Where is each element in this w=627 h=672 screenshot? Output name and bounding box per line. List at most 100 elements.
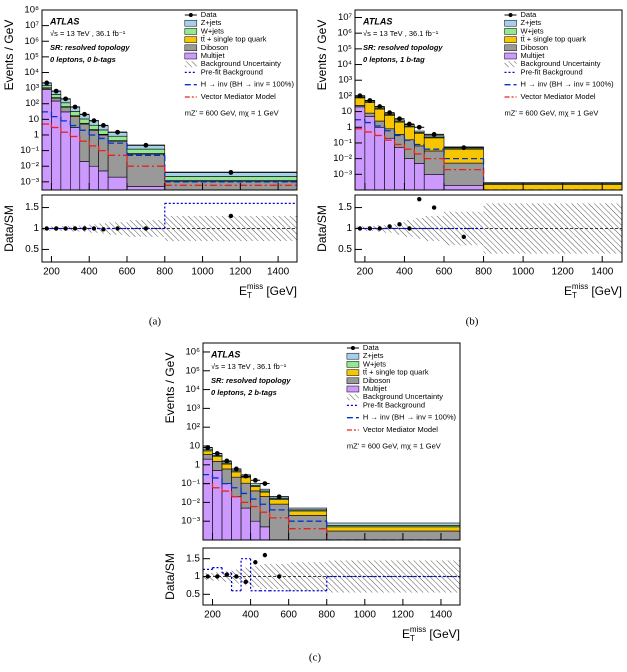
- x-tick-label: 800: [156, 267, 173, 278]
- stack-bar: [98, 134, 109, 172]
- legend-label: Multijet: [201, 51, 226, 60]
- y-tick-label: 10²: [338, 90, 352, 101]
- y-tick-label: 10⁵: [185, 365, 200, 376]
- legend-label: Vector Mediator Model: [363, 425, 438, 434]
- data-point: [63, 96, 69, 102]
- data-point: [461, 145, 467, 151]
- legend-label: W+jets: [521, 26, 544, 35]
- stack-bar: [364, 112, 376, 117]
- x-title-main: E: [239, 284, 247, 298]
- legend-swatch: [184, 36, 198, 43]
- stack-bar: [98, 170, 109, 190]
- legend-swatch: [504, 44, 517, 52]
- legend-swatch: [184, 52, 198, 60]
- caption: (b): [466, 316, 479, 328]
- stack-bar: [240, 507, 251, 540]
- data-point: [416, 124, 422, 130]
- y-tick-label: 10: [341, 106, 352, 117]
- y-tick-label: 1: [195, 459, 200, 470]
- x-title-sup: miss: [410, 625, 426, 634]
- y-axis-title: Events / GeV: [315, 20, 329, 91]
- ratio-point: [101, 227, 106, 232]
- stack-bar: [394, 147, 405, 190]
- y-tick-label: 10⁻²: [333, 153, 352, 164]
- stack-bar: [107, 140, 128, 178]
- ratio-point: [461, 234, 466, 240]
- stack-bar: [414, 145, 425, 164]
- x-title-unit: [GeV]: [429, 627, 460, 641]
- stack-bar: [423, 174, 445, 190]
- y-tick-label: 10⁴: [24, 67, 39, 78]
- x-title-sub: T: [410, 634, 415, 643]
- stack-bar: [250, 486, 261, 492]
- legend-swatch: [184, 61, 197, 68]
- legend-swatch: [346, 369, 360, 376]
- data-point: [387, 110, 393, 116]
- stack-bar: [221, 483, 232, 540]
- y-tick-label: 10⁵: [24, 51, 39, 62]
- caption: (a): [149, 316, 162, 328]
- y-tick-label: 10⁴: [185, 384, 200, 395]
- ratio-plot: [203, 552, 460, 593]
- main-plot: [355, 93, 622, 190]
- stack-bar: [51, 97, 62, 102]
- data-point: [115, 129, 120, 135]
- legend-swatch: [184, 19, 198, 27]
- legend-label: Diboson: [363, 376, 391, 385]
- legend-label: H → inv (BH → inv = 100%): [363, 413, 457, 422]
- stack-bar: [355, 97, 366, 106]
- frame: [202, 342, 461, 541]
- x-title-sup: miss: [247, 282, 263, 291]
- data-point: [431, 132, 437, 137]
- ratio-axis-title: Data/SM: [315, 205, 329, 252]
- legend-label: Diboson: [521, 43, 549, 52]
- data-point: [224, 458, 230, 464]
- annotation: SR: resolved topology: [50, 43, 130, 52]
- y-tick-label: 10⁷: [25, 20, 40, 31]
- y-tick-label: 10³: [338, 75, 352, 86]
- stack-bar: [374, 126, 385, 190]
- x-tick-label: 400: [396, 267, 413, 278]
- ratio-tick-label: 0.5: [186, 589, 200, 600]
- ratio-point: [234, 574, 239, 579]
- stack-bar: [79, 118, 90, 124]
- stack-bar: [231, 496, 242, 540]
- x-tick-label: 600: [280, 610, 297, 621]
- ratio-tick-label: 1.5: [186, 553, 200, 564]
- y-axis-title: Events / GeV: [163, 353, 177, 424]
- data-point: [377, 104, 383, 109]
- legend-label: Pre-fit Background: [521, 67, 583, 76]
- stack-bar: [259, 491, 270, 497]
- x-tick-label: 1200: [392, 610, 415, 621]
- x-axis-title: ETmiss [GeV]: [239, 282, 297, 300]
- ratio-point: [417, 196, 422, 202]
- x-tick-label: 1000: [191, 267, 214, 278]
- y-tick-label: 1: [347, 122, 352, 133]
- ratio-axis-title: Data/SM: [163, 553, 177, 600]
- stack-bar: [259, 488, 270, 492]
- ratio-point: [407, 226, 412, 231]
- x-tick-label: 1200: [552, 267, 575, 278]
- stack-bar: [250, 483, 261, 486]
- stack-bar: [288, 510, 328, 516]
- legend-label: Background Uncertainty: [363, 392, 443, 401]
- y-tick-label: 10⁻²: [181, 497, 200, 508]
- legend-swatch: [346, 394, 359, 401]
- ratio-point: [224, 572, 229, 577]
- ratio-tick-label: 1: [194, 571, 200, 582]
- stack-bar: [384, 137, 395, 190]
- data-point: [367, 98, 373, 103]
- y-tick-label: 10²: [25, 98, 39, 109]
- stack-bar: [88, 124, 99, 130]
- stack-bar: [51, 94, 62, 98]
- y-tick-label: 10⁸: [24, 5, 39, 16]
- stack-bar: [423, 150, 445, 175]
- stack-bar: [60, 111, 71, 190]
- y-axis-title: Events / GeV: [2, 20, 16, 91]
- stack-bar: [107, 176, 128, 190]
- annotation: ATLAS: [362, 16, 392, 26]
- stack-bar: [259, 526, 270, 540]
- stack-bar: [326, 526, 460, 532]
- mass-label: mZ' = 600 GeV, mχ = 1 GeV: [185, 108, 279, 117]
